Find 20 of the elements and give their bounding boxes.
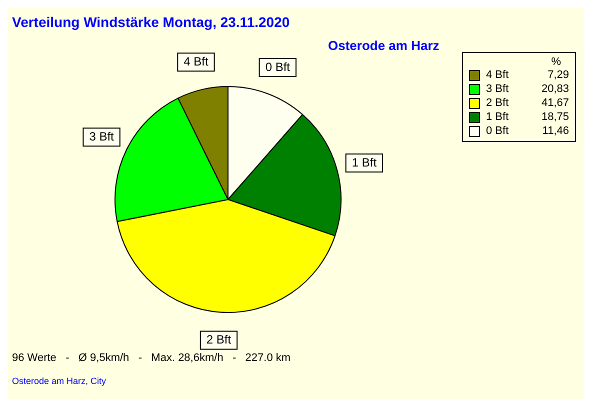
- legend-label: 3 Bft: [486, 83, 510, 95]
- data-label: 11,46: [541, 125, 569, 137]
- chart-title: Verteilung Windstärke Montag, 23.11.2020: [12, 14, 290, 30]
- slice-label: 0 Bft: [265, 60, 291, 74]
- slice-label: 1 Bft: [352, 155, 378, 170]
- slice-label: 2 Bft: [206, 332, 232, 347]
- text: Osterode am Harz, City: [12, 376, 106, 386]
- legend-label: 4 Bft: [486, 69, 510, 81]
- data-label: 41,67: [540, 97, 569, 109]
- legend-title: %: [550, 56, 562, 68]
- slice-label: 4 Bft: [184, 54, 209, 68]
- slice-label: 3 Bft: [89, 129, 115, 144]
- legend-label: 1 Bft: [486, 111, 510, 123]
- text: 96 Werte - Ø 9,5km/h - Max. 28,6km/h - 227.0 km: [12, 352, 291, 364]
- data-label: 7,29: [546, 69, 569, 81]
- legend-label: 0 Bft: [486, 125, 510, 137]
- data-label: 20,83: [540, 83, 569, 95]
- chart-subtitle: Osterode am Harz: [328, 38, 440, 53]
- legend-label: 2 Bft: [486, 97, 510, 109]
- data-label: 18,75: [540, 111, 569, 123]
